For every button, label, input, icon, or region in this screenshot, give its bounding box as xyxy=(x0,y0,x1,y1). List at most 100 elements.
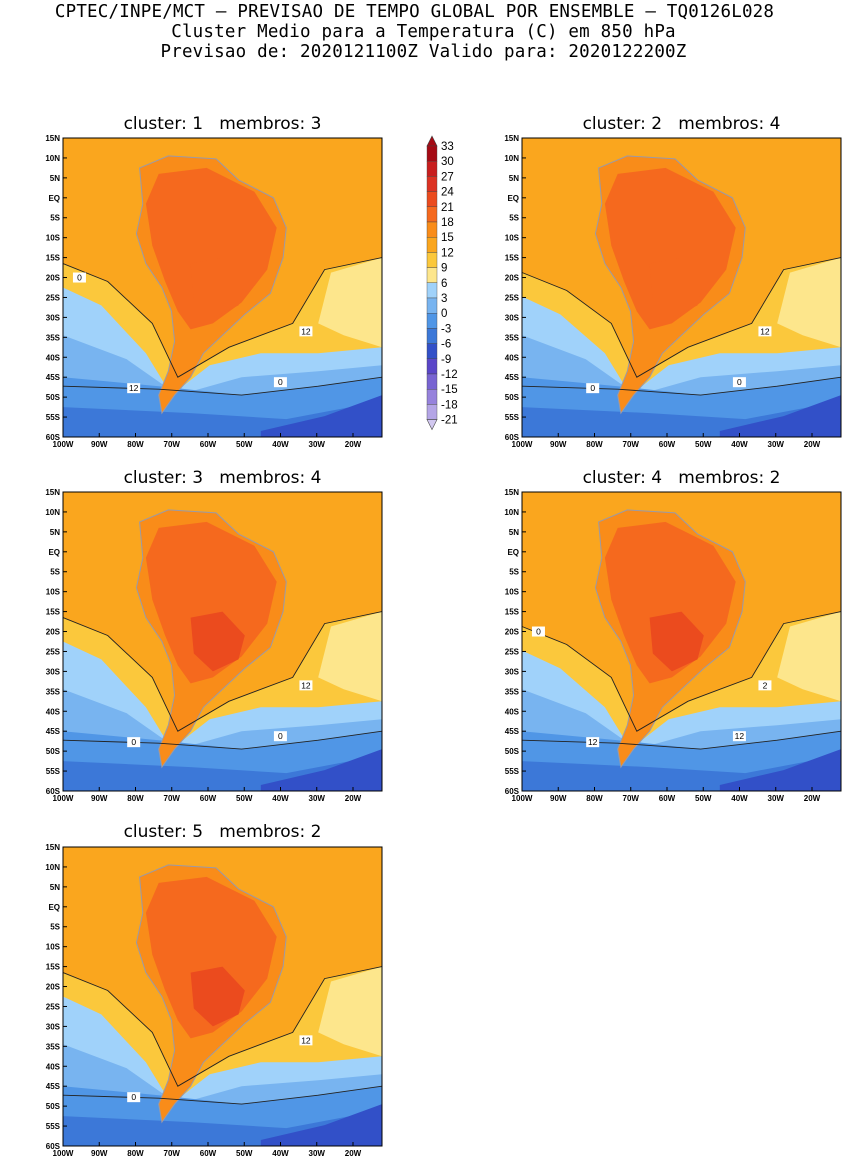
lon-tick-label: 50W xyxy=(695,794,712,803)
lon-tick-label: 50W xyxy=(236,794,253,803)
panel-frame xyxy=(521,491,842,792)
isotherm-label-bg xyxy=(586,383,600,394)
colorbar-swatch xyxy=(426,297,438,314)
isotherm-12 xyxy=(521,257,842,378)
lat-tick-label: 20S xyxy=(505,628,520,637)
lat-tick-label: 35S xyxy=(505,687,520,696)
lat-tick-label: 35S xyxy=(46,687,61,696)
colorbar-label: 21 xyxy=(441,202,454,214)
panel-title-cluster-2: cluster: 2 membros: 4 xyxy=(582,114,781,134)
lat-tick-label: 10N xyxy=(504,508,519,517)
band-minus-6 xyxy=(260,395,382,437)
lat-tick-label: 5N xyxy=(509,528,519,537)
colorbar-swatch xyxy=(426,267,438,284)
band-minus-6 xyxy=(260,1104,382,1146)
lat-tick-label: 25S xyxy=(505,293,520,302)
band-minus-6 xyxy=(260,749,382,791)
lon-tick-label: 60W xyxy=(200,794,217,803)
map-panel-cluster-2: 12 0 0 15N 10N 5N EQ 5S 10S 15S 20S 25S 30S 35S 40S 45S… xyxy=(504,134,842,449)
colorbar-swatch xyxy=(426,328,438,344)
colorbar-label: 0 xyxy=(441,308,447,320)
isotherm-label: 12 xyxy=(760,326,770,336)
isotherm-label-bg xyxy=(758,680,772,691)
lat-tick-label: 50S xyxy=(46,393,61,402)
isotherm-label-bg xyxy=(127,383,141,394)
lat-tick-label: 5N xyxy=(50,883,60,892)
colorbar-swatch xyxy=(426,206,438,223)
lon-tick-label: 70W xyxy=(623,440,640,449)
panel-frame xyxy=(62,846,383,1147)
lon-tick-label: 50W xyxy=(695,440,712,449)
lat-tick-label: 60S xyxy=(46,787,61,796)
isotherm-12 xyxy=(521,611,842,732)
band-9 xyxy=(318,611,382,702)
isotherm-label: 2 xyxy=(763,680,768,690)
colorbar-label: -9 xyxy=(441,354,451,366)
lon-tick-label: 90W xyxy=(91,440,108,449)
lat-tick-label: 30S xyxy=(46,1022,61,1031)
colorbar-swatch xyxy=(426,160,438,177)
lat-tick-label: 20S xyxy=(46,983,61,992)
lat-tick-label: EQ xyxy=(48,194,60,203)
isotherm-label-bg xyxy=(127,1092,141,1103)
isotherm-label-bg xyxy=(299,680,313,691)
isotherm-label-bg xyxy=(586,737,600,748)
continent-core xyxy=(190,966,245,1027)
lat-tick-label: EQ xyxy=(507,548,519,557)
colorbar-swatch xyxy=(426,252,438,268)
coastline xyxy=(594,155,746,415)
lat-tick-label: 10N xyxy=(45,863,60,872)
isotherm-label: 0 xyxy=(590,383,595,393)
lat-tick-label: 40S xyxy=(46,1062,61,1071)
lat-tick-label: 25S xyxy=(46,1002,61,1011)
panel-title-cluster-4: cluster: 4 membros: 2 xyxy=(582,468,781,488)
lat-tick-label: 45S xyxy=(46,727,61,736)
colorbar-swatch xyxy=(426,236,438,253)
isotherm-label: 0 xyxy=(737,377,742,387)
lat-tick-label: 20S xyxy=(46,274,61,283)
map-panel-cluster-4: 2 12 12 0 15N 10N 5N EQ 5S 10S 15S 20S 25S 30S 35S 40S 4… xyxy=(504,488,842,803)
lon-tick-label: 50W xyxy=(236,440,253,449)
lat-tick-label: 30S xyxy=(46,313,61,322)
lon-tick-label: 30W xyxy=(309,440,326,449)
lat-tick-label: 30S xyxy=(505,313,520,322)
lon-tick-label: 100W xyxy=(53,794,74,803)
isotherm-0 xyxy=(62,730,383,750)
lon-tick-label: 40W xyxy=(272,440,289,449)
band-9 xyxy=(318,257,382,348)
lat-tick-label: 15N xyxy=(504,488,519,497)
lat-tick-label: 5S xyxy=(50,214,60,223)
map-panel-cluster-3: 12 0 0 15N 10N 5N EQ 5S 10S 15S 20S 25S 30S 35S 40S 45S… xyxy=(45,488,383,803)
continent-core xyxy=(190,257,245,318)
lat-tick-label: 10N xyxy=(504,154,519,163)
coastline xyxy=(135,155,287,415)
lon-tick-label: 40W xyxy=(731,440,748,449)
isotherm-label: 12 xyxy=(301,1035,311,1045)
lon-tick-label: 60W xyxy=(659,794,676,803)
isotherm-label-bg xyxy=(299,1035,313,1046)
lat-tick-label: 15S xyxy=(46,608,61,617)
lat-tick-label: 25S xyxy=(46,293,61,302)
lat-tick-label: 35S xyxy=(46,333,61,342)
colorbar-label: 18 xyxy=(441,217,454,229)
isotherm-label-bg xyxy=(732,731,746,742)
isotherm-label: 0 xyxy=(131,737,136,747)
lon-tick-label: 30W xyxy=(768,794,785,803)
lat-tick-label: 60S xyxy=(46,433,61,442)
lon-tick-label: 80W xyxy=(586,794,603,803)
lat-tick-label: 15N xyxy=(45,843,60,852)
isotherm-label: 12 xyxy=(129,383,139,393)
lat-tick-label: 35S xyxy=(46,1042,61,1051)
colorbar-label: 12 xyxy=(441,247,454,259)
colorbar-label: 6 xyxy=(441,278,447,290)
isotherm-label-bg xyxy=(299,326,313,337)
isotherm-label-bg xyxy=(758,326,772,337)
lat-tick-label: 45S xyxy=(46,1082,61,1091)
lat-tick-label: EQ xyxy=(48,548,60,557)
isotherm-label-bg xyxy=(72,272,86,283)
lat-tick-label: 5N xyxy=(50,528,60,537)
colorbar-label: 24 xyxy=(441,187,454,199)
lat-tick-label: 50S xyxy=(505,747,520,756)
isotherm-label: 12 xyxy=(735,731,745,741)
